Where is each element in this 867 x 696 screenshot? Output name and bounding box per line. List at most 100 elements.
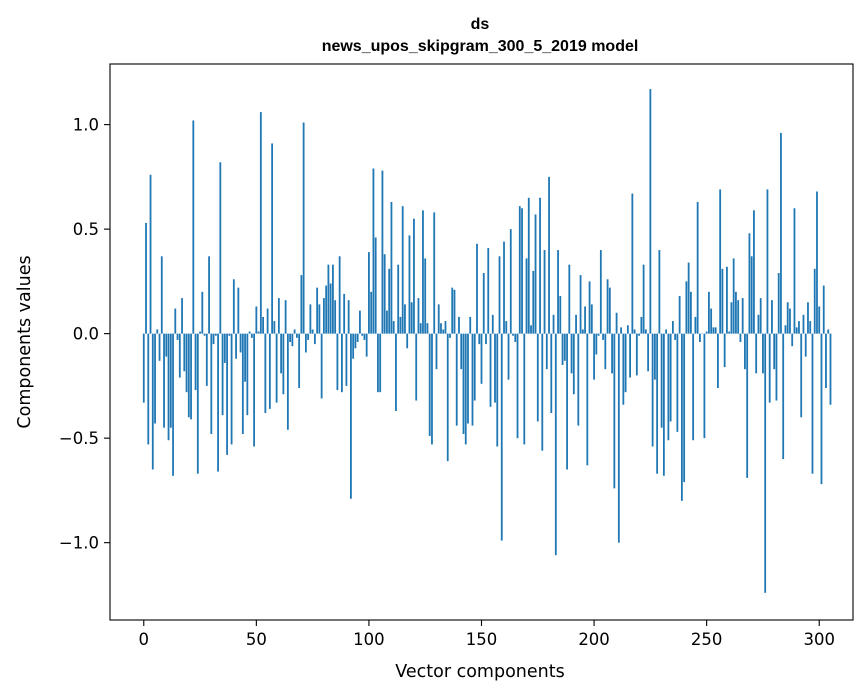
bar bbox=[505, 321, 508, 334]
bar bbox=[417, 298, 420, 334]
bar bbox=[611, 333, 613, 374]
bar bbox=[798, 321, 800, 334]
bar bbox=[509, 229, 512, 334]
bar bbox=[442, 329, 445, 334]
bar bbox=[230, 333, 233, 445]
bar bbox=[406, 333, 409, 349]
bar bbox=[341, 333, 343, 393]
bar bbox=[266, 308, 269, 334]
bar bbox=[541, 333, 544, 451]
bar bbox=[318, 304, 321, 334]
bar bbox=[766, 189, 769, 334]
bar bbox=[374, 237, 377, 334]
bar bbox=[604, 333, 607, 370]
bar bbox=[383, 254, 386, 334]
bar bbox=[282, 333, 285, 395]
bar bbox=[543, 250, 546, 334]
bar bbox=[226, 333, 228, 455]
bar bbox=[284, 300, 287, 334]
bar bbox=[482, 273, 485, 334]
bar bbox=[280, 333, 283, 374]
bar bbox=[194, 333, 197, 391]
bar bbox=[710, 308, 713, 334]
bar bbox=[629, 333, 631, 378]
bar bbox=[293, 329, 296, 334]
bar bbox=[735, 291, 737, 334]
bar bbox=[395, 333, 397, 411]
bar bbox=[359, 310, 361, 334]
bar bbox=[804, 333, 807, 357]
bar bbox=[291, 333, 294, 347]
bar bbox=[264, 333, 267, 414]
bar bbox=[818, 306, 821, 334]
bar bbox=[386, 310, 388, 334]
bar bbox=[163, 333, 165, 428]
bar bbox=[741, 298, 744, 334]
bar bbox=[401, 206, 404, 334]
bar bbox=[455, 333, 458, 426]
bar bbox=[539, 197, 541, 334]
bar bbox=[737, 300, 740, 334]
bar bbox=[496, 333, 499, 447]
bar bbox=[789, 308, 791, 334]
bar bbox=[217, 333, 219, 472]
bar bbox=[363, 333, 366, 340]
bar bbox=[232, 279, 235, 334]
bar bbox=[422, 210, 424, 334]
bar bbox=[246, 333, 249, 416]
bar bbox=[444, 321, 447, 334]
bar bbox=[334, 300, 337, 334]
bar bbox=[570, 333, 573, 374]
bar bbox=[370, 291, 373, 334]
y-tick-label: −0.5 bbox=[59, 429, 99, 448]
bar bbox=[345, 333, 348, 386]
bar bbox=[208, 256, 210, 334]
bar bbox=[775, 333, 778, 401]
bar bbox=[415, 333, 418, 401]
bar bbox=[773, 333, 776, 370]
bar bbox=[413, 218, 415, 334]
bar bbox=[633, 329, 636, 334]
bar bbox=[210, 333, 213, 434]
bar bbox=[784, 325, 787, 334]
bar bbox=[268, 333, 271, 409]
bar bbox=[728, 331, 731, 334]
bar bbox=[676, 333, 679, 432]
bar bbox=[399, 316, 402, 334]
bar bbox=[658, 250, 661, 334]
bar bbox=[730, 302, 733, 334]
bar bbox=[320, 333, 323, 399]
bar bbox=[467, 333, 469, 424]
x-tick-label: 100 bbox=[353, 630, 385, 649]
bar bbox=[523, 333, 526, 445]
bar bbox=[433, 212, 436, 334]
y-tick-label: 0.5 bbox=[73, 220, 99, 239]
bar bbox=[680, 333, 683, 501]
bar bbox=[662, 333, 665, 476]
bar bbox=[795, 327, 798, 334]
bar bbox=[820, 333, 823, 485]
bar bbox=[631, 193, 634, 334]
bar bbox=[289, 333, 292, 342]
x-axis-label: Vector components bbox=[395, 662, 564, 682]
bar bbox=[530, 325, 532, 334]
bar bbox=[257, 331, 260, 334]
bar bbox=[428, 333, 431, 437]
bar bbox=[552, 314, 555, 334]
bar bbox=[678, 296, 681, 334]
chart-title-line-1: ds bbox=[471, 16, 490, 33]
bar bbox=[667, 333, 670, 441]
bar bbox=[613, 333, 616, 489]
bar bbox=[588, 281, 591, 334]
bar bbox=[286, 333, 289, 430]
bar bbox=[748, 233, 751, 334]
bar bbox=[545, 333, 548, 370]
bar bbox=[410, 302, 413, 334]
bar bbox=[458, 316, 460, 334]
bar bbox=[354, 333, 357, 349]
bar bbox=[181, 298, 183, 334]
bar bbox=[336, 333, 339, 391]
bar bbox=[426, 323, 429, 334]
bar bbox=[548, 176, 550, 334]
